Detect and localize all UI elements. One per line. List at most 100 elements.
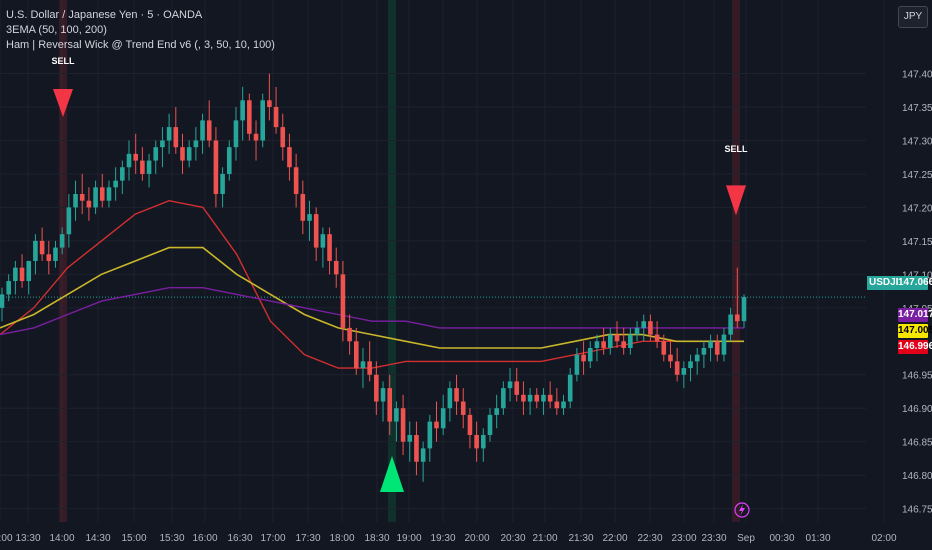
- ema-line: [0, 246, 744, 349]
- candle-body: [120, 167, 125, 181]
- indicator-reversal-wick[interactable]: Ham | Reversal Wick @ Trend End v6 (, 3,…: [6, 39, 275, 51]
- candle-body: [340, 274, 346, 328]
- event-icon: [734, 502, 750, 518]
- candle-body: [714, 341, 720, 355]
- candle-body: [280, 127, 286, 148]
- candle-body: [86, 200, 92, 208]
- candle-body: [240, 100, 245, 121]
- x-tick-label: 21:30: [568, 533, 593, 544]
- candle-body: [501, 388, 506, 409]
- x-tick-label: Sep: [737, 533, 755, 544]
- sell-arrow: [726, 185, 746, 216]
- y-tick-label: 147.200: [902, 203, 932, 214]
- candle-body: [414, 434, 419, 462]
- candle-body: [226, 147, 232, 174]
- x-tick-label: 17:00: [260, 533, 285, 544]
- candle-body: [427, 421, 433, 449]
- candle-body: [206, 120, 212, 141]
- x-tick-label: 18:00: [329, 533, 354, 544]
- x-tick-label: 13:00: [0, 533, 13, 544]
- candle-body: [641, 321, 647, 328]
- candle-body: [173, 127, 179, 148]
- candle-body: [260, 100, 266, 141]
- signal-band: [388, 0, 396, 522]
- candle-body: [681, 368, 687, 375]
- candle-body: [93, 187, 98, 208]
- candle-body: [66, 207, 72, 235]
- candle-body: [13, 267, 18, 282]
- candle-body: [541, 394, 546, 402]
- candle-body: [33, 240, 38, 261]
- x-tick-label: 23:30: [701, 533, 726, 544]
- candle-body: [73, 194, 78, 208]
- candle-body: [273, 107, 279, 128]
- lightning-icon: [739, 504, 745, 516]
- candle-body: [527, 394, 533, 402]
- candle-body: [39, 240, 45, 255]
- candle-body: [99, 187, 105, 201]
- candle-body: [300, 194, 306, 221]
- candle-body: [387, 388, 393, 422]
- currency-button[interactable]: JPY: [898, 6, 928, 28]
- x-tick-label: 23:00: [671, 533, 696, 544]
- y-tick-label: 147.350: [902, 103, 932, 114]
- candle-body: [287, 147, 292, 168]
- chart-legend: U.S. Dollar / Japanese Yen · 5 · OANDA 3…: [6, 8, 275, 53]
- candle-body: [106, 187, 112, 201]
- x-tick-label: 19:00: [396, 533, 421, 544]
- ema-line: [0, 287, 744, 336]
- y-tick-label: 147.300: [902, 136, 932, 147]
- x-tick-label: 01:30: [805, 533, 830, 544]
- candle-body: [59, 234, 65, 248]
- sell-arrow: [53, 89, 73, 118]
- candle-body: [394, 408, 399, 422]
- ema-yellow-tag: 147.005: [898, 324, 932, 338]
- y-tick-label: 146.850: [902, 438, 932, 449]
- x-tick-label: 13:30: [15, 533, 40, 544]
- candle-body: [674, 361, 680, 375]
- symbol-title[interactable]: U.S. Dollar / Japanese Yen · 5 · OANDA: [6, 9, 203, 21]
- candle-body: [160, 140, 165, 148]
- candle-body: [487, 414, 493, 435]
- y-tick-label: 147.100: [902, 270, 932, 281]
- ema-purple-tag: 147.017: [898, 308, 932, 322]
- candle-body: [521, 394, 526, 402]
- candle-body: [6, 281, 11, 295]
- candle-body: [547, 394, 553, 402]
- signal-band: [732, 0, 740, 522]
- x-tick-label: 20:00: [464, 533, 489, 544]
- x-tick-label: 00:30: [769, 533, 794, 544]
- x-tick-label: 20:30: [500, 533, 525, 544]
- candle-body: [574, 354, 580, 375]
- candle-body: [621, 341, 626, 348]
- candle-body: [701, 347, 707, 355]
- last-price-tag: 147.066: [898, 276, 932, 290]
- candle-body: [407, 434, 413, 442]
- candle-body: [180, 147, 185, 161]
- indicator-3ema[interactable]: 3EMA (50, 100, 200): [6, 24, 107, 36]
- candle-body: [140, 160, 145, 174]
- x-tick-label: 14:00: [49, 533, 74, 544]
- buy-arrow: [380, 456, 404, 492]
- candle-body: [728, 314, 733, 335]
- ema-red-tag: 146.996: [898, 340, 932, 354]
- candle-body: [467, 414, 473, 435]
- candle-body: [534, 394, 540, 402]
- candle-body: [233, 120, 239, 148]
- candle-body: [688, 361, 693, 369]
- candle-body: [628, 334, 633, 348]
- candle-body: [694, 354, 700, 362]
- candle-body: [220, 173, 225, 195]
- candle-body: [735, 314, 740, 322]
- candle-body: [721, 334, 727, 355]
- candle-body: [186, 147, 192, 161]
- candle-body: [634, 327, 640, 335]
- candle-body: [19, 267, 25, 282]
- sell-label: SELL: [51, 56, 75, 66]
- candle-body: [26, 260, 32, 282]
- candle-body: [447, 388, 453, 409]
- candle-body: [293, 167, 299, 195]
- candle-body: [320, 234, 326, 248]
- y-tick-label: 146.950: [902, 371, 932, 382]
